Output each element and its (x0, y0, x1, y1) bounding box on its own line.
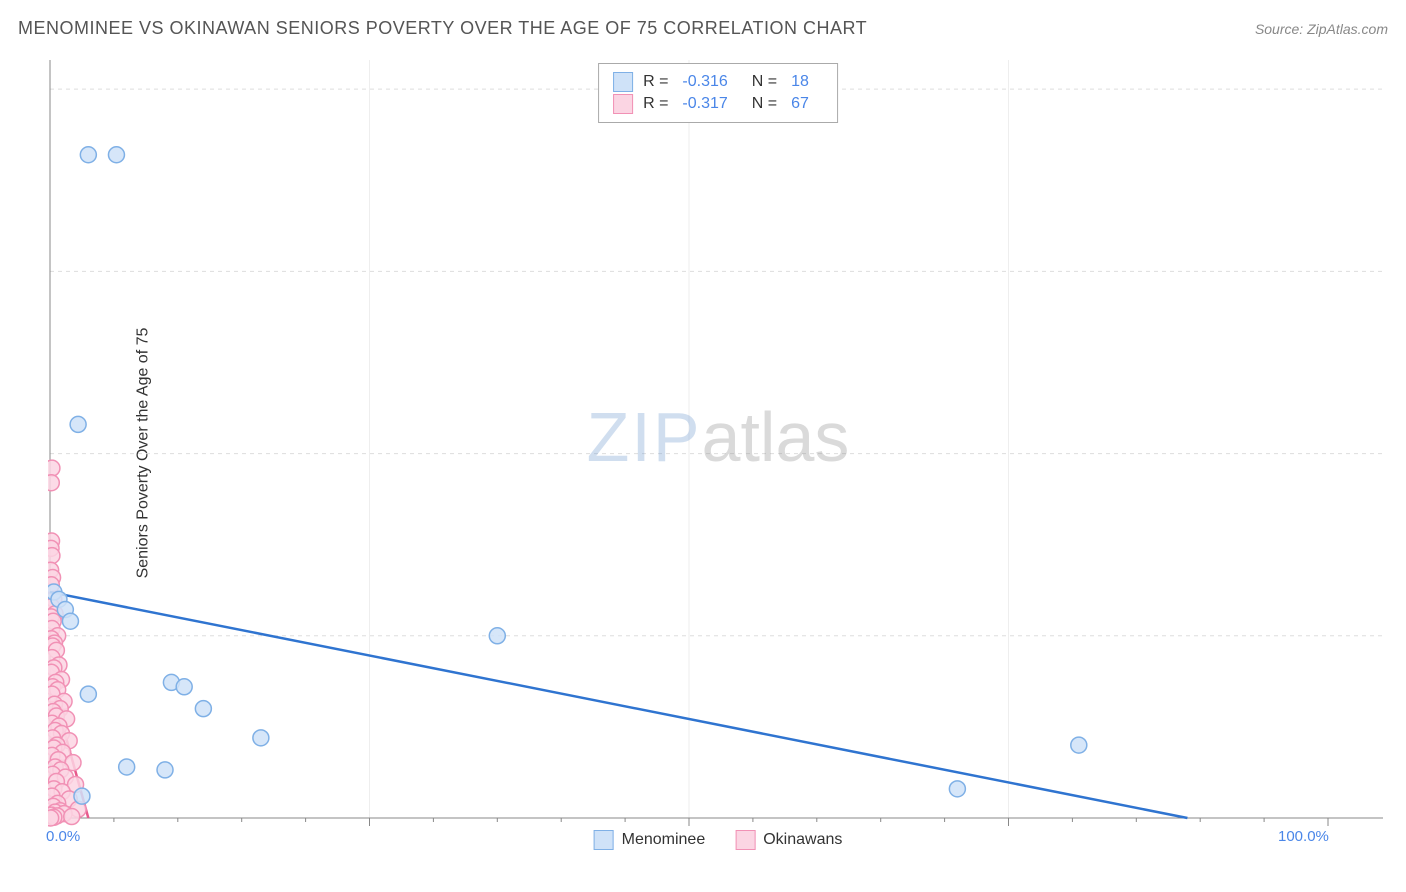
legend-item: Menominee (594, 830, 706, 850)
legend-item: Okinawans (735, 830, 842, 850)
chart-title: MENOMINEE VS OKINAWAN SENIORS POVERTY OV… (18, 18, 867, 39)
legend-label: Menominee (622, 831, 706, 849)
header: MENOMINEE VS OKINAWAN SENIORS POVERTY OV… (18, 18, 1388, 39)
y-tick-label: 25.0% (1393, 444, 1406, 461)
stats-row: R =-0.316N =18 (613, 72, 823, 92)
chart-source: Source: ZipAtlas.com (1255, 21, 1388, 37)
bottom-legend: Menominee Okinawans (594, 830, 843, 850)
correlation-stats-box: R =-0.316N =18R =-0.317N =67 (598, 63, 838, 123)
y-tick-label: 12.5% (1393, 626, 1406, 643)
y-tick-label: 50.0% (1393, 79, 1406, 96)
legend-swatch (594, 830, 614, 850)
series-swatch (613, 72, 633, 92)
chart-area: Seniors Poverty Over the Age of 75 ZIPat… (48, 58, 1388, 848)
stats-row: R =-0.317N =67 (613, 94, 823, 114)
series-swatch (613, 94, 633, 114)
legend-swatch (735, 830, 755, 850)
x-tick-label: 100.0% (1278, 828, 1329, 845)
scatter-plot (48, 58, 1388, 848)
legend-label: Okinawans (763, 831, 842, 849)
y-tick-label: 37.5% (1393, 261, 1406, 278)
x-tick-label: 0.0% (46, 828, 80, 845)
